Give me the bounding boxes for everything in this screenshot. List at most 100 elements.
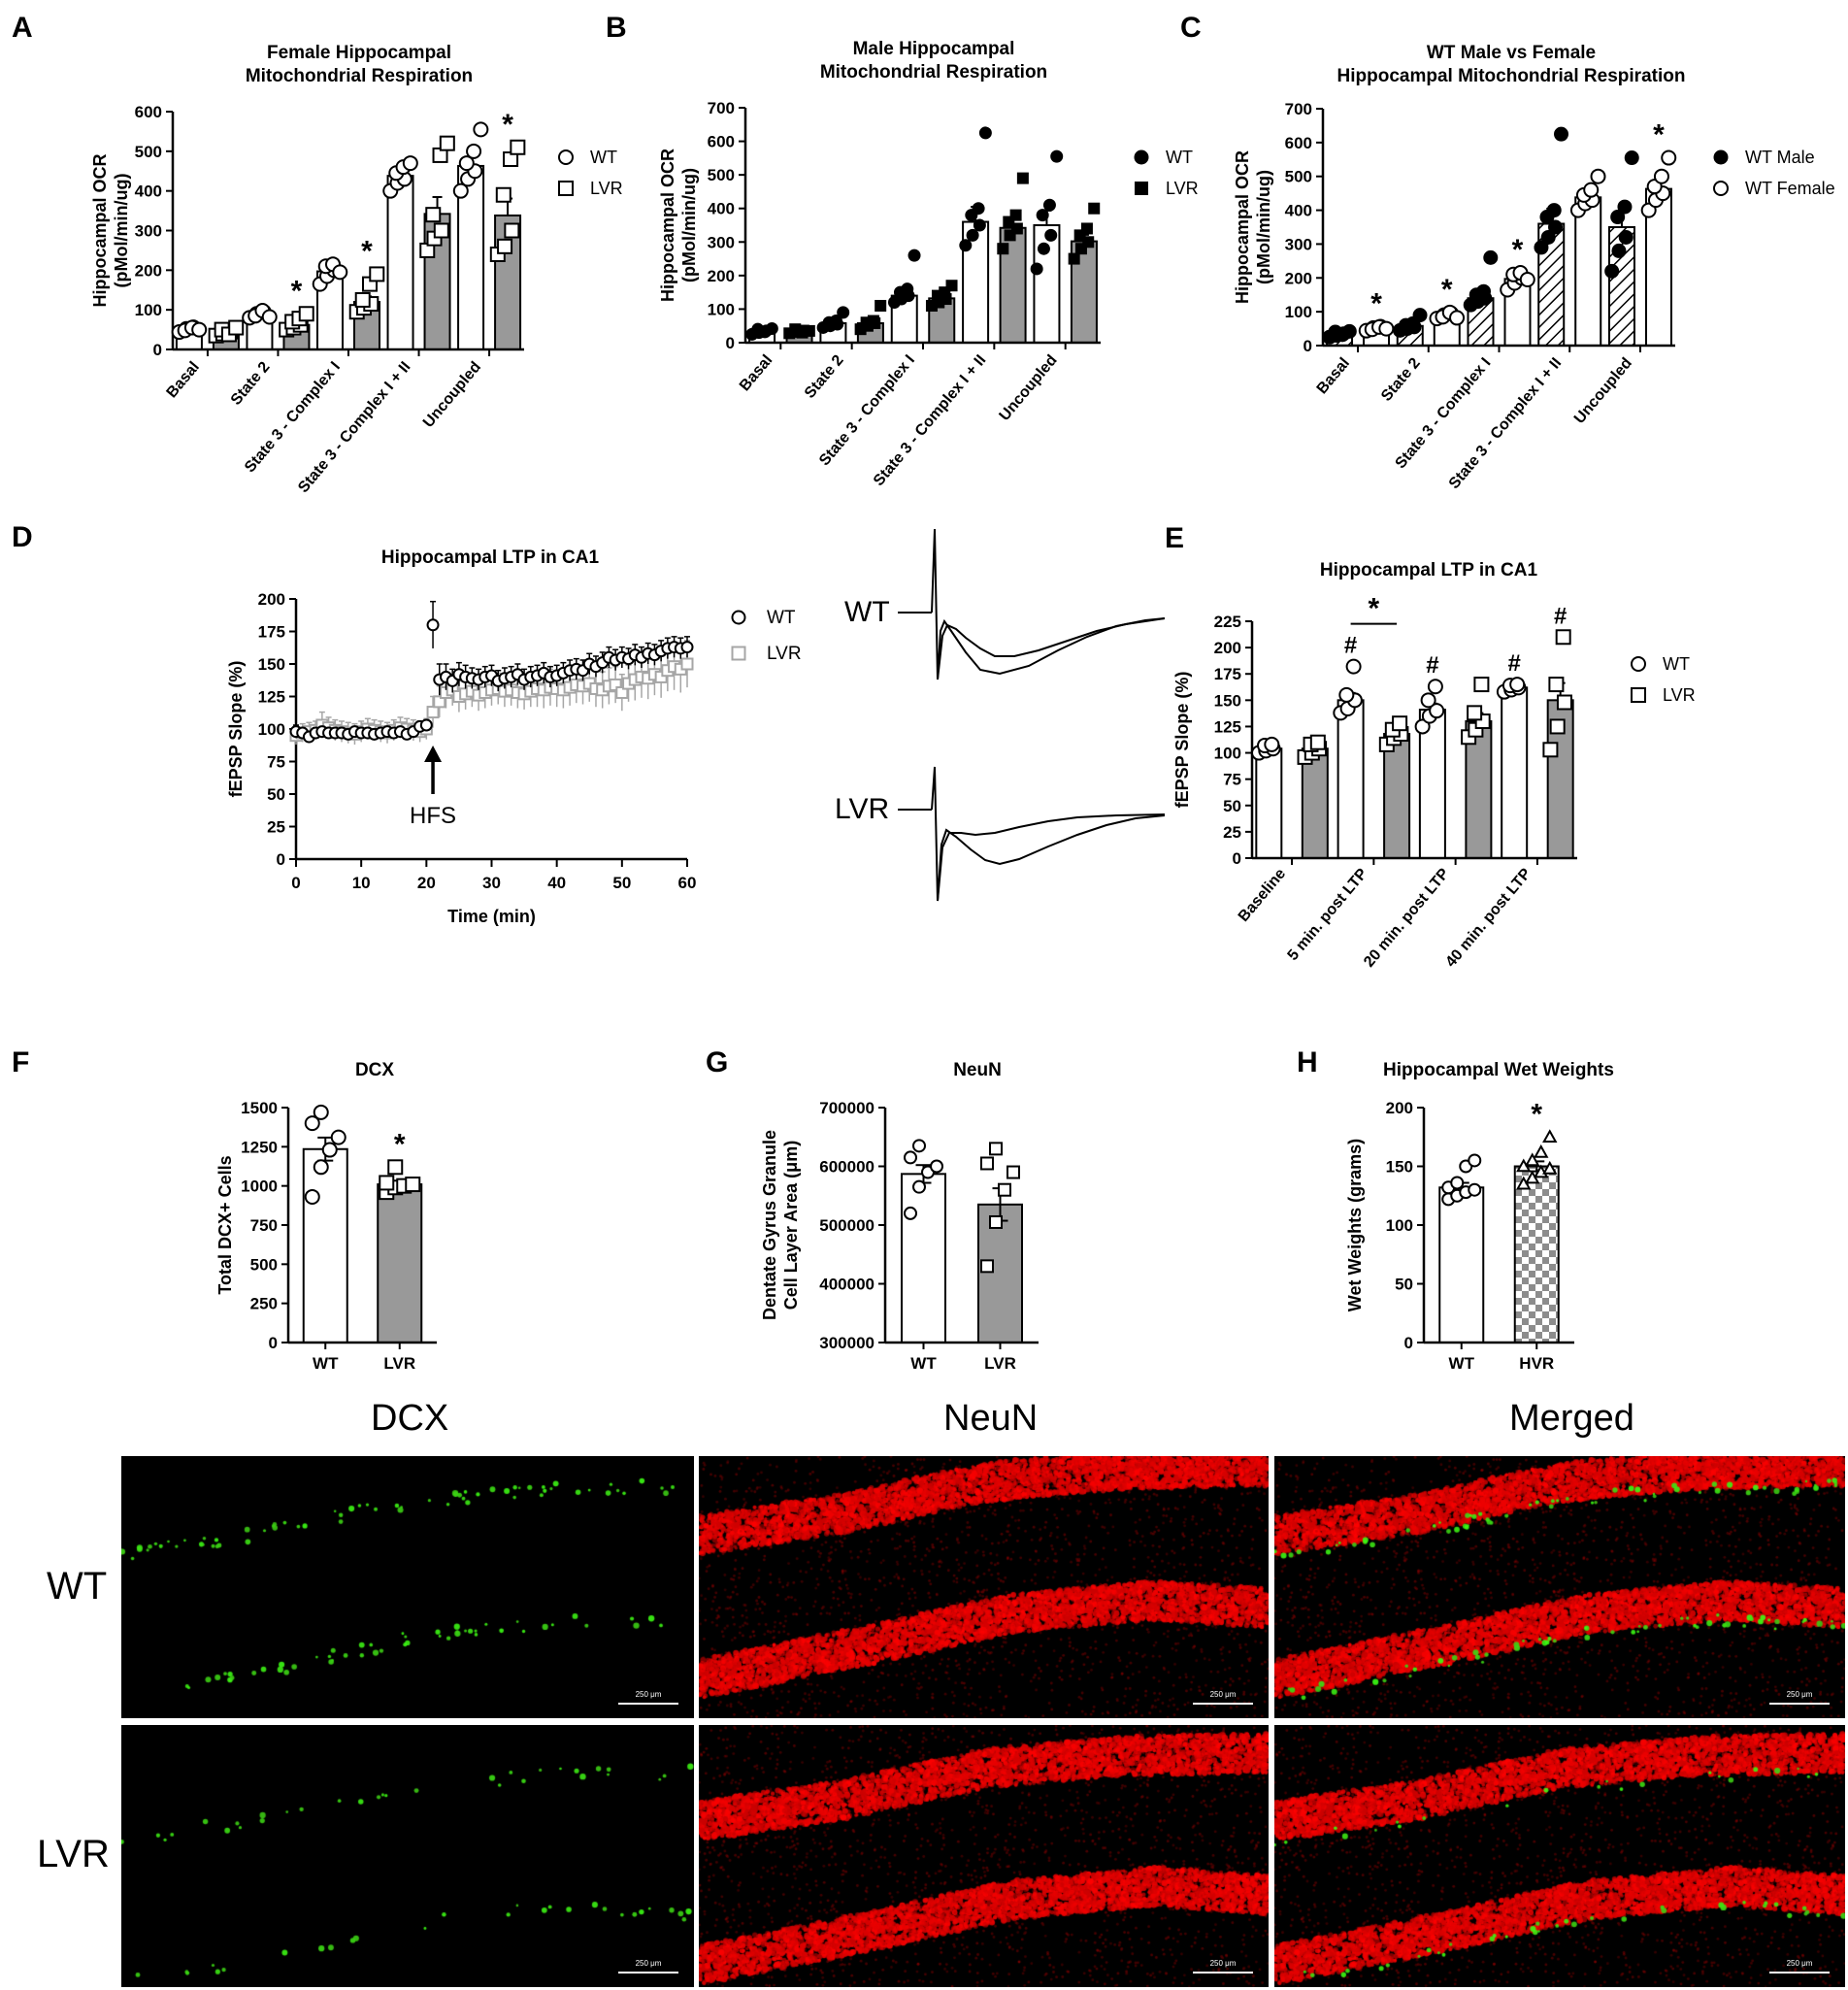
scale-bar xyxy=(618,1972,678,1973)
data-point xyxy=(1068,252,1080,265)
data-point xyxy=(433,695,446,709)
data-point xyxy=(1450,1176,1465,1190)
data-point xyxy=(1338,686,1355,703)
y-tick-label: 700000 xyxy=(819,1099,874,1117)
data-point xyxy=(458,155,475,172)
significance-star: * xyxy=(1512,234,1524,266)
data-point xyxy=(497,238,513,254)
y-tick-label: 50 xyxy=(267,785,285,804)
data-point xyxy=(1661,149,1677,166)
data-point xyxy=(1542,1129,1558,1144)
bar xyxy=(1255,747,1283,859)
data-point xyxy=(466,143,482,159)
data-point xyxy=(980,1259,994,1274)
data-point xyxy=(1412,308,1428,323)
y-tick-label: 200 xyxy=(1285,269,1312,287)
legend-marker xyxy=(1135,182,1148,195)
y-tick-label: 0 xyxy=(726,334,735,352)
y-axis-label: Cell Layer Area (μm) xyxy=(781,1141,801,1310)
data-point xyxy=(1476,283,1491,299)
data-point xyxy=(874,299,887,312)
y-tick-label: 400 xyxy=(135,182,162,201)
data-point xyxy=(1617,199,1633,215)
x-tick-label: Uncoupled xyxy=(997,352,1061,424)
x-tick-label: 40 xyxy=(547,874,566,892)
x-tick-label: 20 min. post LTP xyxy=(1361,865,1453,970)
y-axis-label: (pMol/min/ug) xyxy=(112,174,131,288)
y-tick-label: 0 xyxy=(277,850,285,869)
chart-title: Female Hippocampal xyxy=(267,43,451,63)
significance-star: * xyxy=(1531,1098,1542,1130)
legend-marker xyxy=(1713,149,1729,165)
data-point xyxy=(904,1206,917,1220)
data-point xyxy=(1044,228,1058,242)
y-tick-label: 0 xyxy=(269,1334,278,1352)
y-tick-label: 50 xyxy=(1395,1276,1413,1294)
y-tick-label: 150 xyxy=(1214,691,1241,710)
x-tick-label: 60 xyxy=(678,874,697,892)
data-point xyxy=(1509,677,1526,693)
legend-label: WT Female xyxy=(1745,179,1835,198)
data-point xyxy=(912,1139,926,1153)
y-tick-label: 0 xyxy=(1304,337,1312,355)
micrograph-wt-dcx: 250 μm xyxy=(121,1456,694,1718)
y-tick-label: 200 xyxy=(1386,1099,1413,1117)
chart-g: G NeuN Dentate Gyrus Granule Cell Layer Are… xyxy=(706,1046,1039,1373)
chart-title: Hippocampal Mitochondrial Respiration xyxy=(1337,66,1686,86)
trace-lvr-2 xyxy=(937,813,1166,902)
data-point xyxy=(959,239,973,252)
trace-wt-1 xyxy=(931,528,1166,680)
data-point xyxy=(680,657,694,671)
data-point xyxy=(1542,1160,1558,1175)
y-tick-label: 100 xyxy=(1285,303,1312,321)
data-point xyxy=(1467,705,1483,721)
y-axis-label: fEPSP Slope (%) xyxy=(1172,672,1192,809)
y-tick-label: 500 xyxy=(1285,168,1312,186)
y-tick-label: 1000 xyxy=(241,1177,278,1196)
data-point xyxy=(1548,677,1565,693)
scale-bar-label: 250 μm xyxy=(1209,1959,1237,1968)
y-tick-label: 200 xyxy=(1214,639,1241,657)
y-tick-label: 0 xyxy=(153,341,162,359)
data-point xyxy=(908,249,921,262)
significance-star: * xyxy=(291,275,303,307)
scale-bar xyxy=(1193,1972,1253,1973)
data-point xyxy=(510,139,526,155)
y-tick-label: 300 xyxy=(1285,235,1312,253)
data-point xyxy=(1525,1152,1540,1167)
legend-label: LVR xyxy=(1166,179,1199,198)
significance-hash: # xyxy=(1507,650,1520,677)
legend-marker xyxy=(1631,656,1646,672)
x-tick-label: 0 xyxy=(291,874,300,892)
data-point xyxy=(1088,202,1101,215)
legend-label: WT xyxy=(590,148,617,167)
data-point xyxy=(1030,262,1043,276)
data-point xyxy=(1556,694,1572,711)
y-tick-label: 125 xyxy=(1214,717,1241,736)
y-tick-label: 250 xyxy=(250,1295,278,1313)
y-axis-label: Hippocampal OCR xyxy=(90,153,110,307)
legend-label: LVR xyxy=(767,644,802,664)
x-tick-label: LVR xyxy=(984,1354,1016,1373)
data-point xyxy=(261,309,278,325)
data-point xyxy=(1610,210,1626,225)
y-tick-label: 25 xyxy=(267,818,285,837)
micrograph-lvr-dcx: 250 μm xyxy=(121,1725,694,1987)
data-point xyxy=(1546,203,1562,218)
y-tick-label: 750 xyxy=(250,1216,278,1235)
panel-letter: E xyxy=(1165,522,1184,554)
scale-bar xyxy=(1769,1703,1830,1705)
y-axis-label: Hippocampal OCR xyxy=(1233,150,1252,304)
scale-bar xyxy=(618,1703,678,1705)
y-tick-label: 0 xyxy=(1233,849,1241,868)
data-point xyxy=(1549,718,1566,735)
y-axis-label: Total DCX+ Cells xyxy=(215,1155,235,1294)
data-point xyxy=(980,1156,994,1171)
bar xyxy=(1383,733,1411,860)
legend-marker xyxy=(558,149,574,165)
chart-title: Hippocampal LTP in CA1 xyxy=(1320,560,1538,580)
data-point xyxy=(1345,658,1362,675)
y-tick-label: 600 xyxy=(708,133,735,151)
panel-letter: H xyxy=(1297,1046,1318,1078)
chart-title: WT Male vs Female xyxy=(1427,43,1596,63)
